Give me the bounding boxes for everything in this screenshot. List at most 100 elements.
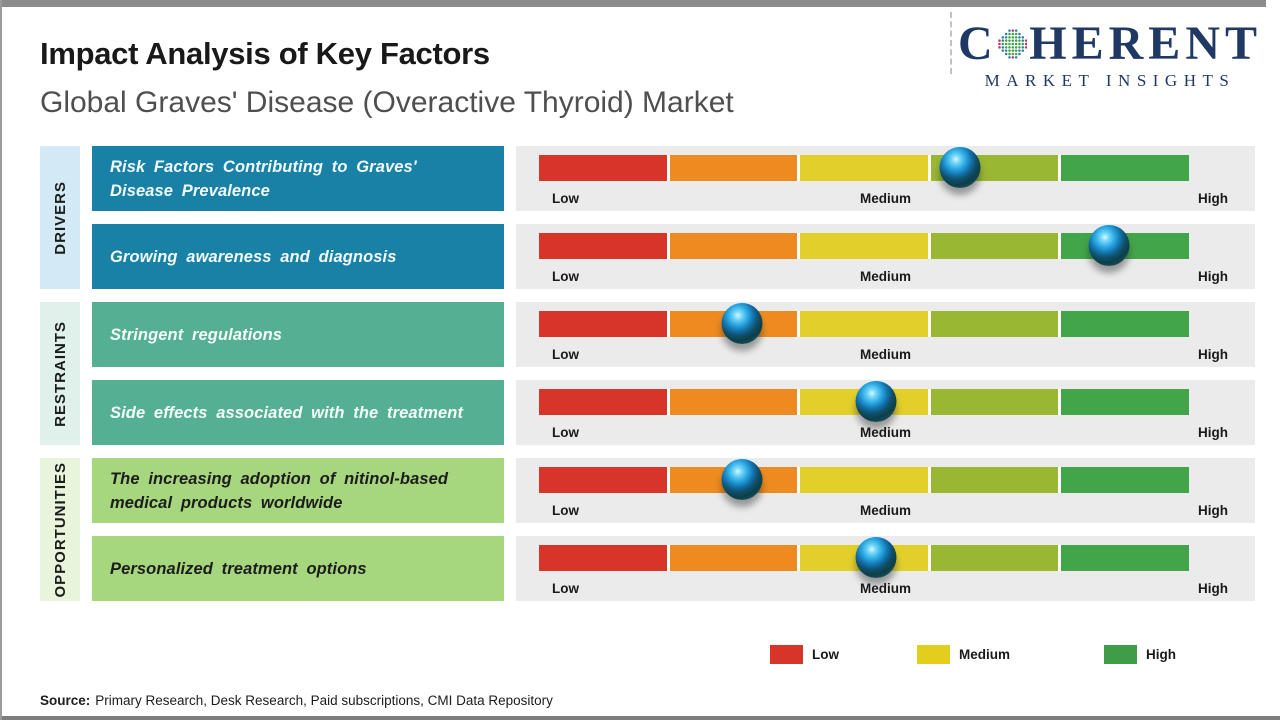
- scale-label-high: High: [1198, 191, 1228, 206]
- impact-marker: [939, 147, 981, 188]
- legend-item-high: High: [1104, 645, 1254, 664]
- top-border-bar: [2, 0, 1266, 7]
- scale-label-medium: Medium: [859, 581, 911, 596]
- scale-label-low: Low: [552, 191, 579, 206]
- source-text: Primary Research, Desk Research, Paid su…: [95, 693, 553, 708]
- scale-label-low: Low: [552, 581, 579, 596]
- factor-box: Growing awareness and diagnosis: [92, 224, 504, 289]
- scale-label-medium: Medium: [859, 269, 911, 284]
- brand-logo: C: [958, 20, 1262, 91]
- factor-label: Stringent regulations: [110, 325, 283, 344]
- scale-segment-orange: [669, 155, 798, 181]
- brand-word-rest: HERENT: [1029, 17, 1262, 70]
- impact-marker: [721, 459, 763, 500]
- page-subtitle: Global Graves' Disease (Overactive Thyro…: [40, 86, 734, 119]
- scale-segment-olive: [930, 389, 1059, 415]
- impact-marker: [855, 381, 897, 422]
- scale-label-high: High: [1198, 269, 1228, 284]
- legend-label-high: High: [1146, 647, 1176, 662]
- factor-box: The increasing adoption of nitinol-based…: [92, 458, 504, 523]
- legend-label-medium: Medium: [959, 647, 1011, 662]
- bottom-border-bar: [2, 716, 1280, 720]
- legend: Low Medium High: [770, 645, 1254, 664]
- scale-segment-green: [1061, 545, 1189, 571]
- scale-segment-orange: [669, 233, 798, 259]
- scale-label-low: Low: [552, 503, 579, 518]
- gradient-scale-bar: [539, 225, 1189, 266]
- factor-label: Growing awareness and diagnosis: [110, 247, 397, 266]
- scale-segment-yellow: [800, 311, 928, 337]
- scale-label-low: Low: [552, 269, 579, 284]
- impact-marker: [721, 303, 763, 344]
- scale-label-medium: Medium: [859, 347, 911, 362]
- scale-segment-red: [539, 155, 667, 181]
- scale-segment-red: [539, 467, 667, 493]
- scale-label-medium: Medium: [859, 191, 911, 206]
- factor-box: Side effects associated with the treatme…: [92, 380, 504, 445]
- globe-dots-icon: [997, 29, 1028, 59]
- scale-segment-red: [539, 389, 667, 415]
- source-line: Source: Primary Research, Desk Research, …: [40, 693, 553, 708]
- impact-scale-row: Low Medium High: [516, 458, 1255, 523]
- gradient-scale-bar: [539, 537, 1189, 578]
- gradient-scale-bar: [539, 381, 1189, 422]
- impact-scale-row: Low Medium High: [516, 224, 1255, 289]
- logo-divider-dashed-line: [950, 12, 952, 74]
- factor-box: Stringent regulations: [92, 302, 504, 367]
- gradient-scale-bar: [539, 459, 1189, 500]
- legend-swatch-low: [770, 645, 803, 664]
- brand-tagline: MARKET INSIGHTS: [984, 71, 1236, 90]
- legend-swatch-high: [1104, 645, 1137, 664]
- source-label: Source:: [40, 693, 91, 708]
- legend-label-low: Low: [812, 647, 839, 662]
- scale-label-high: High: [1198, 347, 1228, 362]
- scale-segment-olive: [930, 545, 1059, 571]
- impact-marker: [1088, 225, 1130, 266]
- scale-segment-olive: [930, 311, 1059, 337]
- scale-label-medium: Medium: [859, 425, 911, 440]
- impact-scale-row: Low Medium High: [516, 536, 1255, 601]
- scale-segment-olive: [930, 467, 1059, 493]
- scale-label-high: High: [1198, 581, 1228, 596]
- scale-label-high: High: [1198, 503, 1228, 518]
- brand-wordmark: C: [958, 20, 1262, 68]
- scale-label-medium: Medium: [859, 503, 911, 518]
- legend-swatch-medium: [917, 645, 950, 664]
- group-strip-opportunities: OPPORTUNITIES: [40, 458, 80, 601]
- scale-segment-red: [539, 545, 667, 571]
- scale-segment-red: [539, 311, 667, 337]
- factor-label: Side effects associated with the treatme…: [110, 403, 464, 422]
- group-strip-restraints: RESTRAINTS: [40, 302, 80, 445]
- scale-segment-green: [1061, 311, 1189, 337]
- impact-scale-row: Low Medium High: [516, 380, 1255, 445]
- factor-box: Personalized treatment options: [92, 536, 504, 601]
- scale-segment-olive: [930, 233, 1059, 259]
- scale-segment-yellow: [800, 233, 928, 259]
- impact-scale-row: Low Medium High: [516, 146, 1255, 211]
- impact-matrix: DRIVERS Risk Factors Contributing to Gra…: [40, 146, 1255, 601]
- impact-marker: [855, 537, 897, 578]
- scale-segment-orange: [669, 389, 798, 415]
- scale-segment-yellow: [800, 155, 928, 181]
- group-label-restraints: RESTRAINTS: [51, 320, 69, 427]
- scale-label-low: Low: [552, 347, 579, 362]
- scale-segment-green: [1061, 155, 1189, 181]
- scale-segment-yellow: [800, 467, 928, 493]
- scale-label-high: High: [1198, 425, 1228, 440]
- legend-item-medium: Medium: [917, 645, 1104, 664]
- group-label-opportunities: OPPORTUNITIES: [51, 461, 69, 598]
- factor-label: Risk Factors Contributing to Graves' Dis…: [110, 157, 417, 200]
- gradient-scale-bar: [539, 147, 1189, 188]
- group-strip-drivers: DRIVERS: [40, 146, 80, 289]
- scale-segment-green: [1061, 467, 1189, 493]
- gradient-scale-bar: [539, 303, 1189, 344]
- scale-segment-orange: [669, 545, 798, 571]
- factor-box: Risk Factors Contributing to Graves' Dis…: [92, 146, 504, 211]
- brand-letter-c: C: [958, 17, 995, 70]
- impact-scale-row: Low Medium High: [516, 302, 1255, 367]
- scale-segment-green: [1061, 389, 1189, 415]
- factor-label: The increasing adoption of nitinol-based…: [110, 469, 449, 512]
- group-label-drivers: DRIVERS: [51, 180, 69, 255]
- scale-label-low: Low: [552, 425, 579, 440]
